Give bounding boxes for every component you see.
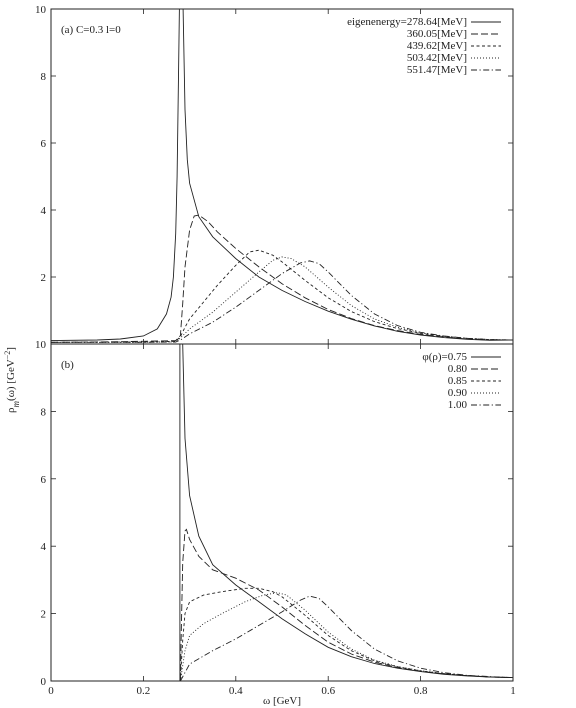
panel-a-series-line-4 <box>51 256 513 343</box>
panel-b-legend-label-5: 1.00 <box>448 399 468 411</box>
panel-b-legend-label-4: 0.90 <box>448 387 468 399</box>
panel-b-frame <box>50 343 514 682</box>
panel-a-series-line-3 <box>51 249 513 343</box>
panel-b-y-tick-label: 10 <box>35 339 47 351</box>
panel-a-legend-label-5: 551.47[MeV] <box>407 64 467 76</box>
panel-b-series-group <box>179 344 513 681</box>
panel-b-y-tick-label: 4 <box>41 541 47 553</box>
panel-a-legend-label-1: eigenenergy=278.64[MeV] <box>347 16 467 28</box>
y-axis-title: ρm(ω) [GeV−2] <box>3 347 22 413</box>
panel-a-series-line-5 <box>51 260 513 343</box>
panel-b-y-tick-label: 8 <box>41 406 47 418</box>
panel-a-series-line-2 <box>51 214 513 343</box>
panel-a: 2 4 6 8 10 (a) C=0.3 l=0 eigenenergy=278.64[Me… <box>35 4 514 345</box>
panel-b-x-tick-label: 1 <box>510 685 516 697</box>
panel-b-series-line-2 <box>179 528 513 681</box>
panel-b-x-tick-label: 0.8 <box>414 685 428 697</box>
panel-b-label: (b) <box>61 359 74 371</box>
panel-a-series-line-1 <box>51 9 513 342</box>
panel-a-legend-label-2: 360.05[MeV] <box>407 28 467 40</box>
panel-b-x-tick-label: 0.6 <box>321 685 335 697</box>
panel-a-legend-label-3: 439.62[MeV] <box>407 40 467 52</box>
panel-b-x-tick-label: 0 <box>48 685 54 697</box>
panel-b: 0 2 4 6 8 10 0 0.2 0.4 0.6 0.8 1 (b) φ(ρ)=0.750.800.8… <box>35 339 516 697</box>
panel-a-y-tick-label: 4 <box>41 205 47 217</box>
panel-b-series-line-5 <box>180 595 513 681</box>
panel-b-x-tick-label: 0.4 <box>229 685 243 697</box>
panel-a-y-tick-label: 6 <box>41 138 47 150</box>
panel-b-legend-label-2: 0.80 <box>448 363 468 375</box>
panel-a-label: (a) C=0.3 l=0 <box>61 24 121 36</box>
panel-a-y-tick-label: 8 <box>41 71 47 83</box>
panel-a-series-group <box>51 9 513 343</box>
panel-a-y-tick-label: 2 <box>41 272 47 284</box>
panel-a-y-tick-label: 10 <box>35 4 47 16</box>
panel-b-y-tick-label: 0 <box>41 676 47 688</box>
panel-a-legend-label-4: 503.42[MeV] <box>407 52 467 64</box>
panel-b-y-tick-label: 2 <box>41 609 47 621</box>
panel-b-x-tick-label: 0.2 <box>137 685 151 697</box>
panel-b-y-tick-label: 6 <box>41 474 47 486</box>
panel-b-series-line-3 <box>179 587 513 681</box>
panel-b-legend-label-1: φ(ρ)=0.75 <box>422 351 467 363</box>
panel-b-series-line-4 <box>179 592 513 681</box>
x-axis-title: ω [GeV] <box>263 695 301 707</box>
panel-b-legend-label-3: 0.85 <box>448 375 468 387</box>
